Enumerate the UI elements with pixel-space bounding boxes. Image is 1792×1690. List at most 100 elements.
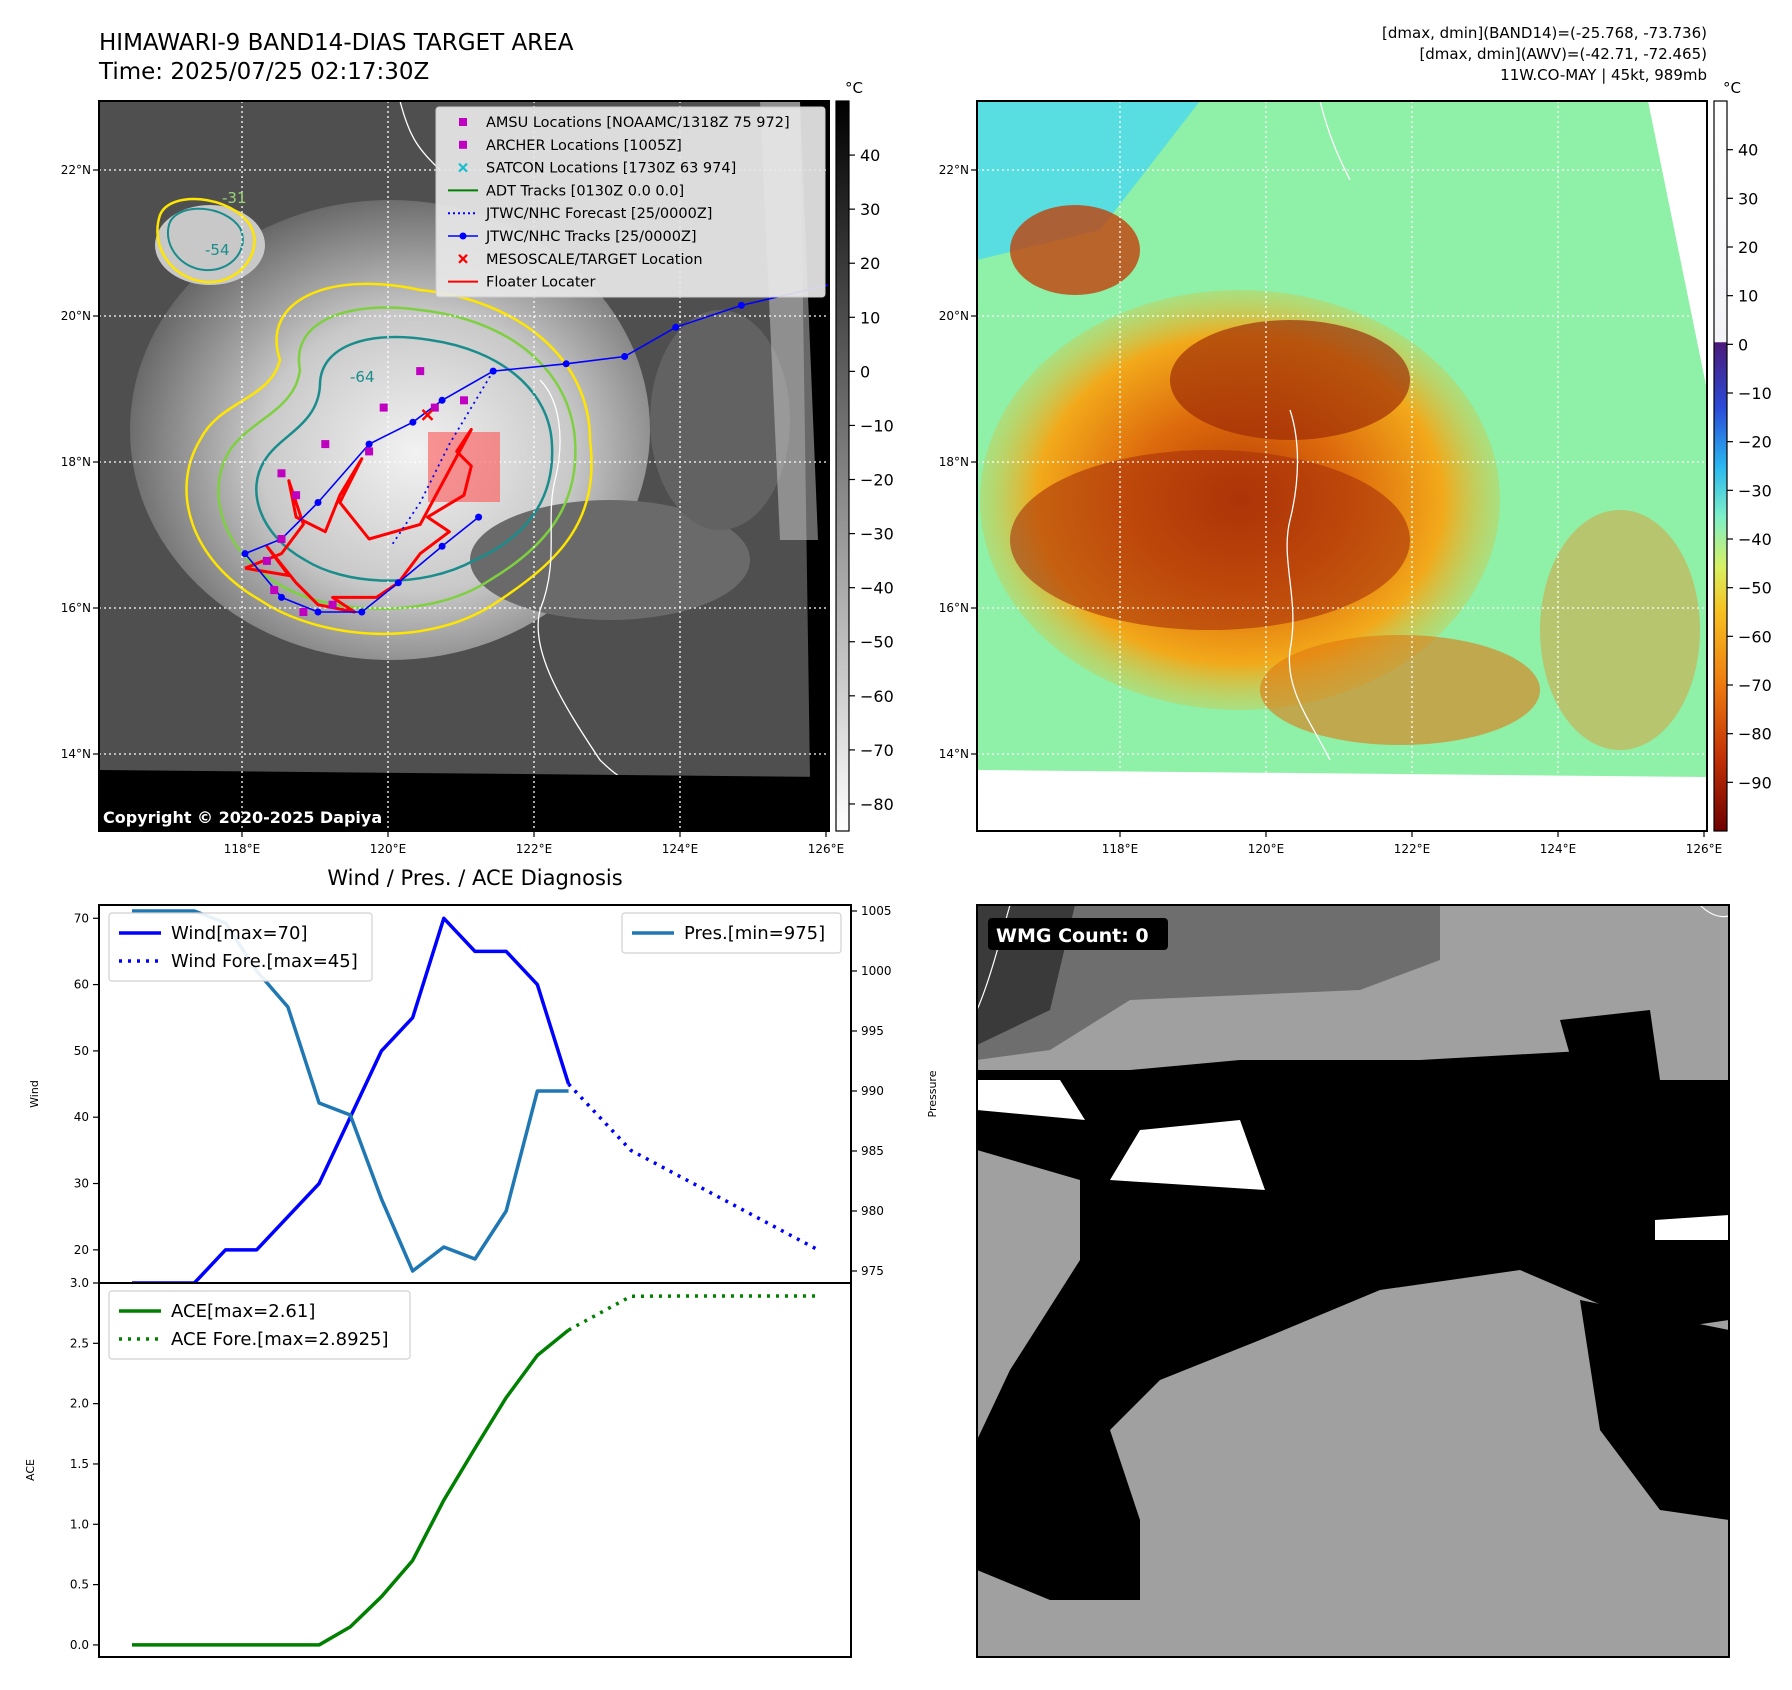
jtwc-track-point — [862, 273, 869, 280]
svg-text:AMSU Locations [NOAAMC/1318Z 7: AMSU Locations [NOAAMC/1318Z 75 972] — [486, 115, 790, 131]
pressure-axis-label: Pressure — [926, 1070, 939, 1117]
map-axis-ticks: 118°E 120°E 122°E 124°E 126°E 22°N 20°N 18°N 16°… — [61, 163, 1723, 856]
gray-colorbar-tick: 20 — [860, 254, 880, 273]
gray-colorbar-tick: −30 — [860, 525, 894, 544]
ace-tick-label: 1.0 — [70, 1517, 89, 1531]
amsu-point — [299, 608, 308, 616]
gray-colorbar-tick: −40 — [860, 579, 894, 598]
amsu-point — [270, 586, 279, 595]
svg-text:MESOSCALE/TARGET Location: MESOSCALE/TARGET Location — [486, 252, 703, 268]
color-colorbar-tick: −10 — [1738, 384, 1772, 403]
pressure-tick-label: 990 — [861, 1084, 884, 1098]
wind-tick-label: 70 — [74, 911, 89, 925]
lon-tick-label: 124°E — [662, 842, 699, 856]
color-colorbar-tick: −90 — [1738, 773, 1772, 792]
figure-title: HIMAWARI-9 BAND14-DIAS TARGET AREA — [99, 30, 574, 56]
lon-tick-label: 124°E — [1540, 842, 1577, 856]
jtwc-track-point — [475, 513, 483, 521]
lon-tick-label: 120°E — [1248, 842, 1285, 856]
info-line-3: 11W.CO-MAY | 45kt, 989mb — [1500, 66, 1707, 84]
ace-chart: 3.0 2.5 2.0 1.5 1.0 0.5 0.0 ACE ACE[max=2.61] ACE… — [24, 1276, 852, 1658]
ace-tick-label: 2.5 — [70, 1336, 89, 1350]
jtwc-track-point — [438, 542, 446, 550]
lon-tick-label: 120°E — [370, 842, 407, 856]
lat-tick-label: 18°N — [61, 455, 91, 469]
lat-tick-label: 14°N — [939, 747, 969, 761]
info-line-2: [dmax, dmin](AWV)=(-42.71, -72.465) — [1419, 45, 1707, 63]
jtwc-track-point — [562, 360, 570, 368]
jtwc-track-point — [621, 353, 629, 360]
amsu-point — [460, 396, 468, 405]
pressure-tick-label: 975 — [861, 1264, 884, 1278]
legend-entry: ARCHER Locations [1005Z] — [459, 138, 682, 154]
lat-tick-label: 14°N — [61, 747, 91, 761]
lat-tick-label: 22°N — [939, 163, 969, 177]
jtwc-track-point — [394, 579, 402, 587]
svg-text:SATCON Locations [1730Z 63 974: SATCON Locations [1730Z 63 974] — [486, 161, 736, 177]
lon-tick-label: 126°E — [808, 842, 845, 856]
ace-axis-label: ACE — [24, 1459, 37, 1481]
ace-tick-label: 3.0 — [70, 1276, 89, 1290]
gray-colorbar-tick: −60 — [860, 687, 894, 706]
gray-colorbar: °C 40 30 20 10 0 −10 −20 −30 −40 −50 −60 −70 −80 — [835, 79, 894, 832]
gray-colorbar-unit: °C — [845, 79, 863, 97]
wind-tick-label: 30 — [74, 1177, 89, 1191]
contour-label-64: -64 — [350, 368, 375, 386]
jtwc-track-point — [365, 440, 373, 448]
ace-tick-label: 0.5 — [70, 1578, 89, 1592]
chart-legend-entry: ACE Fore.[max=2.8925] — [119, 1329, 389, 1350]
ace-tick-label: 2.0 — [70, 1397, 89, 1411]
ace-tick-label: 1.5 — [70, 1457, 89, 1471]
color-colorbar-tick: 0 — [1738, 335, 1748, 354]
color-colorbar-tick: 30 — [1738, 189, 1758, 208]
jtwc-track-point — [314, 608, 322, 616]
wind-pressure-chart: 70 60 50 40 30 20 1005 1000 995 990 985 980 975 Wind P… — [28, 904, 939, 1285]
contour-yellow — [185, 282, 593, 636]
amsu-point — [365, 447, 374, 456]
svg-text:Pres.[min=975]: Pres.[min=975] — [684, 923, 825, 944]
svg-text:ADT Tracks [0130Z 0.0 0.0]: ADT Tracks [0130Z 0.0 0.0] — [486, 183, 684, 199]
wind-tick-label: 60 — [74, 978, 89, 992]
legend-entry: AMSU Locations [NOAAMC/1318Z 75 972] — [459, 115, 790, 131]
lat-tick-label: 20°N — [61, 309, 91, 323]
lon-tick-label: 122°E — [516, 842, 553, 856]
gray-colorbar-tick: 10 — [860, 308, 880, 327]
wind-tick-label: 20 — [74, 1243, 89, 1257]
lon-tick-label: 122°E — [1394, 842, 1431, 856]
contour-label-31: -31 — [222, 189, 247, 207]
gray-colorbar-tick: −80 — [860, 795, 894, 814]
svg-text:ACE Fore.[max=2.8925]: ACE Fore.[max=2.8925] — [171, 1329, 389, 1350]
amsu-point — [379, 403, 388, 412]
legend-entry: JTWC/NHC Tracks [25/0000Z] — [448, 229, 697, 245]
pressure-tick-label: 995 — [861, 1024, 884, 1038]
amsu-point — [328, 600, 337, 609]
legend-entry: JTWC/NHC Forecast [25/0000Z] — [448, 206, 712, 222]
svg-text:JTWC/NHC Tracks [25/0000Z]: JTWC/NHC Tracks [25/0000Z] — [485, 229, 697, 245]
mesoscale-target — [421, 409, 434, 421]
jtwc-track-point — [314, 499, 322, 506]
jtwc-track — [241, 273, 869, 616]
color-colorbar-tick: 10 — [1738, 287, 1758, 306]
lat-tick-label: 22°N — [61, 163, 91, 177]
legend-entry: ADT Tracks [0130Z 0.0 0.0] — [448, 183, 684, 199]
series-line — [567, 1294, 818, 1332]
lon-tick-label: 126°E — [1686, 842, 1723, 856]
wmg-panel: WMG Count: 0 — [976, 904, 1730, 1658]
legend-entry: SATCON Locations [1730Z 63 974] — [458, 161, 736, 177]
diagnosis-title: Wind / Pres. / ACE Diagnosis — [327, 866, 622, 890]
pressure-tick-label: 980 — [861, 1204, 884, 1218]
chart-legend-entry: ACE[max=2.61] — [119, 1301, 315, 1322]
pressure-tick-label: 1005 — [861, 904, 892, 918]
color-colorbar-tick: −60 — [1738, 627, 1772, 646]
amsu-point — [321, 440, 330, 449]
contour-small — [156, 197, 256, 284]
jtwc-track-point — [737, 301, 745, 309]
wmg-count: WMG Count: 0 — [996, 925, 1149, 947]
wind-tick-label: 40 — [74, 1110, 89, 1124]
contour-teal — [255, 335, 554, 582]
chart-legend-entry: Wind Fore.[max=45] — [119, 951, 358, 972]
jtwc-track-point — [672, 323, 680, 331]
amsu-points — [262, 367, 468, 616]
wind-axis-label: Wind — [28, 1080, 41, 1108]
